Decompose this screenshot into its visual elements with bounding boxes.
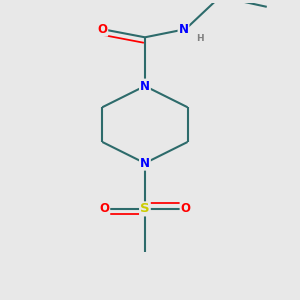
Text: O: O: [181, 202, 190, 215]
Text: H: H: [196, 34, 204, 43]
Text: N: N: [178, 23, 188, 36]
Text: S: S: [140, 202, 150, 215]
Text: N: N: [140, 157, 150, 170]
Text: N: N: [140, 80, 150, 92]
Text: O: O: [97, 23, 107, 36]
Text: O: O: [99, 202, 109, 215]
